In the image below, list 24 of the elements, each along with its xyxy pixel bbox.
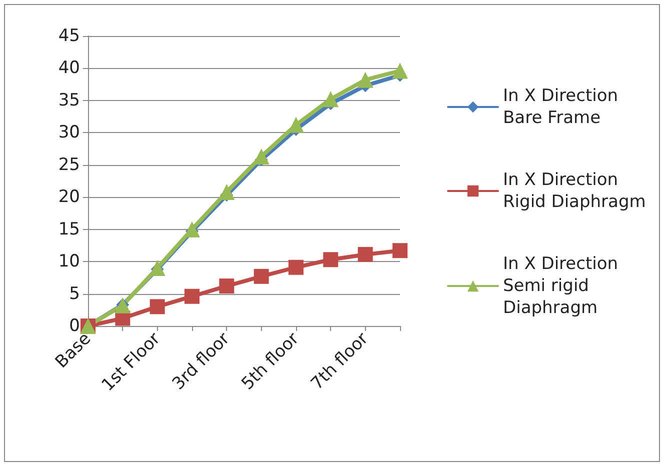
y-tick-label: 20 bbox=[58, 187, 80, 208]
point bbox=[218, 184, 235, 200]
y-tick-label: 45 bbox=[58, 26, 80, 46]
point bbox=[184, 288, 200, 304]
y-tick-label: 35 bbox=[58, 90, 80, 110]
point bbox=[323, 252, 338, 268]
legend-label: In X Direction Rigid Diaphragm bbox=[503, 170, 646, 212]
y-tick-label: 40 bbox=[58, 58, 80, 78]
point bbox=[357, 72, 374, 88]
point bbox=[254, 268, 269, 284]
y-tick-label: 0 bbox=[69, 316, 80, 336]
y-tick-label: 30 bbox=[58, 122, 80, 143]
point bbox=[219, 278, 234, 294]
point bbox=[392, 243, 408, 258]
y-tick-label: 25 bbox=[58, 154, 80, 175]
point bbox=[184, 221, 200, 238]
legend-label: In X Direction Bare Frame bbox=[503, 86, 624, 128]
legend-label: In X Direction Semi rigid Diaphragm bbox=[503, 254, 624, 318]
y-tick-label: 10 bbox=[58, 252, 80, 272]
point bbox=[150, 299, 165, 314]
point bbox=[358, 246, 373, 262]
y-tick-label: 15 bbox=[58, 219, 80, 240]
y-tick-label: 5 bbox=[69, 284, 80, 304]
point bbox=[288, 260, 304, 275]
